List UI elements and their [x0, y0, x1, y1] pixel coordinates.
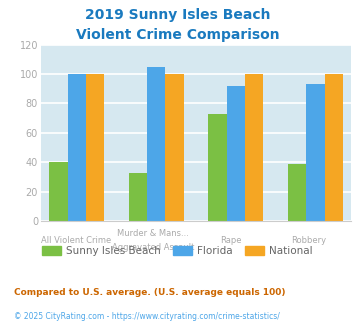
- Text: Murder & Mans...: Murder & Mans...: [118, 229, 189, 238]
- Bar: [147, 67, 165, 221]
- Bar: [49, 162, 67, 221]
- Bar: [245, 74, 263, 221]
- Bar: [67, 74, 86, 221]
- Bar: [208, 114, 227, 221]
- Bar: [165, 74, 184, 221]
- Text: All Violent Crime: All Violent Crime: [40, 236, 111, 245]
- Bar: [288, 164, 306, 221]
- Text: 2019 Sunny Isles Beach: 2019 Sunny Isles Beach: [85, 8, 270, 22]
- Bar: [306, 84, 325, 221]
- Text: © 2025 CityRating.com - https://www.cityrating.com/crime-statistics/: © 2025 CityRating.com - https://www.city…: [14, 312, 280, 321]
- Text: Aggravated Assault: Aggravated Assault: [112, 243, 195, 251]
- Text: Rape: Rape: [220, 236, 242, 245]
- Legend: Sunny Isles Beach, Florida, National: Sunny Isles Beach, Florida, National: [38, 242, 317, 260]
- Bar: [129, 173, 147, 221]
- Bar: [227, 86, 245, 221]
- Bar: [86, 74, 104, 221]
- Bar: [325, 74, 343, 221]
- Text: Violent Crime Comparison: Violent Crime Comparison: [76, 28, 279, 42]
- Text: Robbery: Robbery: [291, 236, 326, 245]
- Text: Compared to U.S. average. (U.S. average equals 100): Compared to U.S. average. (U.S. average …: [14, 287, 286, 297]
